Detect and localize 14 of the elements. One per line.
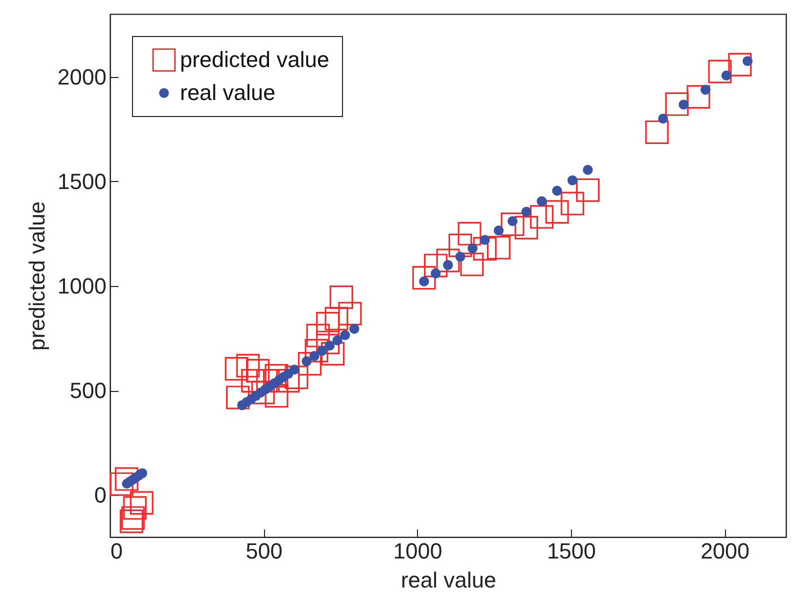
y-tick-label: 2000 xyxy=(58,64,106,90)
legend-label: real value xyxy=(180,80,276,105)
x-axis-title: real value xyxy=(400,568,496,592)
legend-label: predicted value xyxy=(180,47,330,72)
x-tick-label: 1500 xyxy=(546,538,596,564)
y-tick-label: 0 xyxy=(94,482,106,508)
x-tick-label: 1000 xyxy=(393,538,442,564)
y-tick-label: 500 xyxy=(70,378,106,404)
y-tick-label: 1500 xyxy=(58,168,106,194)
y-tick-label: 1000 xyxy=(58,273,106,298)
y-axis-title: predicted value xyxy=(24,201,50,351)
x-tick-label: 0 xyxy=(110,538,123,564)
x-tick-label: 500 xyxy=(246,538,282,564)
x-tick-label: 2000 xyxy=(700,538,750,564)
